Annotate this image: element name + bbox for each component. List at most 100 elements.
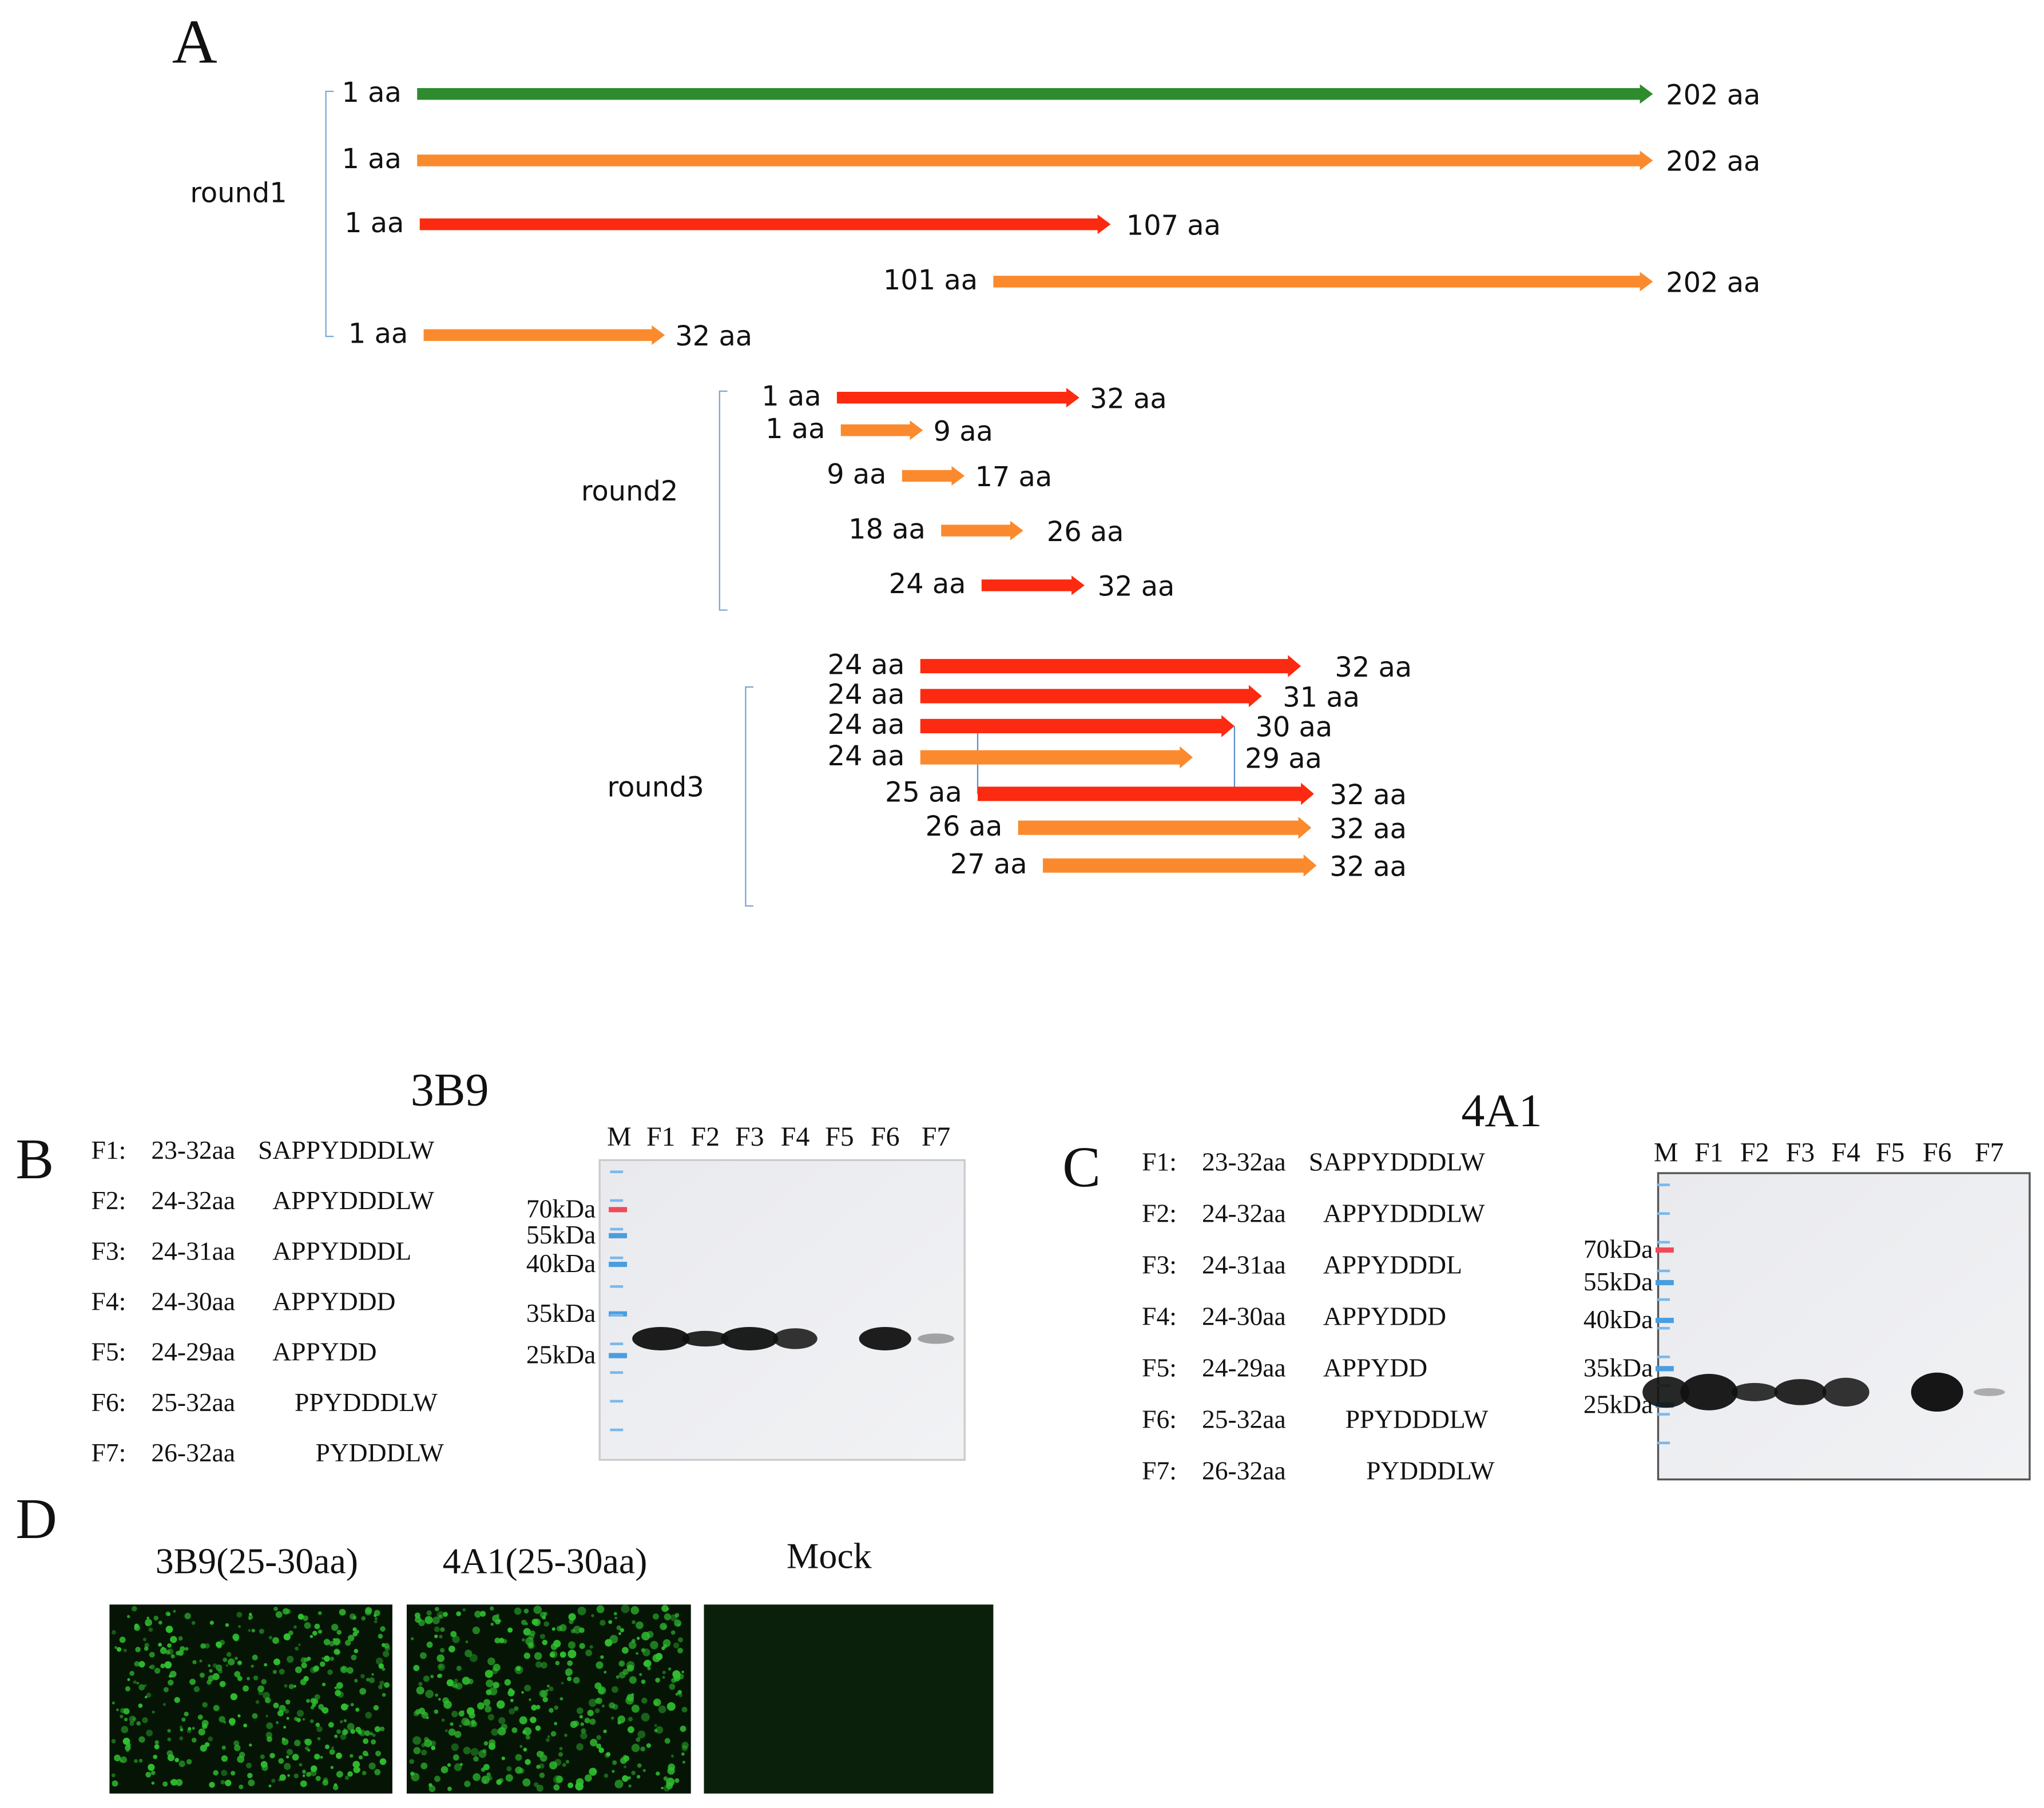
cell [221,1755,228,1762]
ladder-band [1657,1441,1670,1445]
cell [234,1745,241,1751]
cell [112,1780,118,1787]
cell [662,1644,668,1648]
cell [213,1770,219,1776]
cell [483,1780,486,1783]
cell [596,1605,605,1614]
cell [279,1668,285,1675]
fragment-sequence: PYDDDLW [1366,1456,1494,1485]
cell [432,1616,440,1624]
cell [547,1735,550,1738]
cell [473,1773,481,1781]
cell [184,1612,191,1620]
marker-label: 35kDa [1583,1353,1653,1382]
cell [237,1714,241,1718]
cell [677,1690,682,1695]
fragment-arrow [920,655,1301,678]
cell [145,1619,152,1627]
cell [331,1746,335,1750]
cell [611,1686,618,1693]
cell [605,1639,613,1647]
cell [627,1776,631,1780]
cell [450,1631,457,1638]
cell [251,1628,255,1633]
ladder-band [1657,1269,1670,1273]
cell [208,1664,211,1667]
cell [506,1766,512,1771]
cell [555,1660,560,1666]
cell [251,1664,254,1668]
cell [138,1758,143,1763]
cell [443,1612,448,1617]
cell [462,1710,465,1713]
cell [601,1704,605,1708]
cell [249,1743,252,1747]
cell [340,1720,343,1723]
fragment-range: 25-32aa [1202,1405,1286,1434]
cell [221,1745,226,1750]
lane-label: F7 [1975,1138,2004,1168]
ladder-band [1655,1279,1674,1286]
cell [612,1704,618,1710]
cell [596,1661,604,1669]
cell [559,1697,563,1701]
cell [451,1684,455,1687]
fragment-arrow [993,272,1653,292]
cell [364,1730,371,1737]
band [681,1330,729,1347]
cell [212,1673,220,1680]
fragment-name: F4: [92,1287,126,1316]
cell [554,1722,558,1726]
cell [383,1650,390,1658]
cell [594,1698,601,1704]
cell [613,1612,617,1616]
cell [248,1779,255,1786]
ladder-band [1657,1326,1670,1330]
cell [336,1771,343,1778]
start-label: 18 aa [848,514,926,545]
cell [553,1640,561,1648]
cell [677,1647,684,1654]
cell [438,1664,443,1669]
cell [565,1672,570,1676]
cell [440,1648,445,1653]
ladder-band [1655,1366,1674,1372]
cell [434,1626,440,1632]
ladder-band [610,1342,624,1345]
cell [655,1678,660,1683]
cell [324,1745,330,1750]
cell [339,1608,346,1616]
end-label: 30 aa [1255,712,1332,744]
cell [310,1706,315,1710]
cell [148,1763,155,1771]
cell [307,1656,311,1661]
cell [603,1729,607,1734]
cell [567,1660,573,1666]
cell [487,1714,495,1720]
cell [670,1754,674,1758]
cell [313,1665,320,1671]
cell [198,1728,205,1736]
cell [247,1773,253,1779]
fragment-range: 26-32aa [1202,1456,1286,1485]
ladder-band [610,1256,624,1259]
cell [477,1702,485,1710]
cell [162,1703,166,1706]
cell [225,1779,232,1786]
cell [486,1679,494,1687]
ladder-band [1657,1356,1670,1358]
marker-label: 70kDa [526,1194,596,1223]
cell [164,1661,172,1669]
cell [440,1627,445,1632]
end-label: 9 aa [934,416,993,447]
cell [178,1761,185,1767]
cell [473,1756,479,1762]
cell [234,1656,238,1660]
cell [465,1640,469,1643]
cell [589,1645,593,1649]
cell [265,1715,268,1718]
cell [208,1736,213,1742]
ladder-band [609,1233,628,1238]
cell [334,1649,340,1655]
lane-label: F7 [922,1122,951,1152]
